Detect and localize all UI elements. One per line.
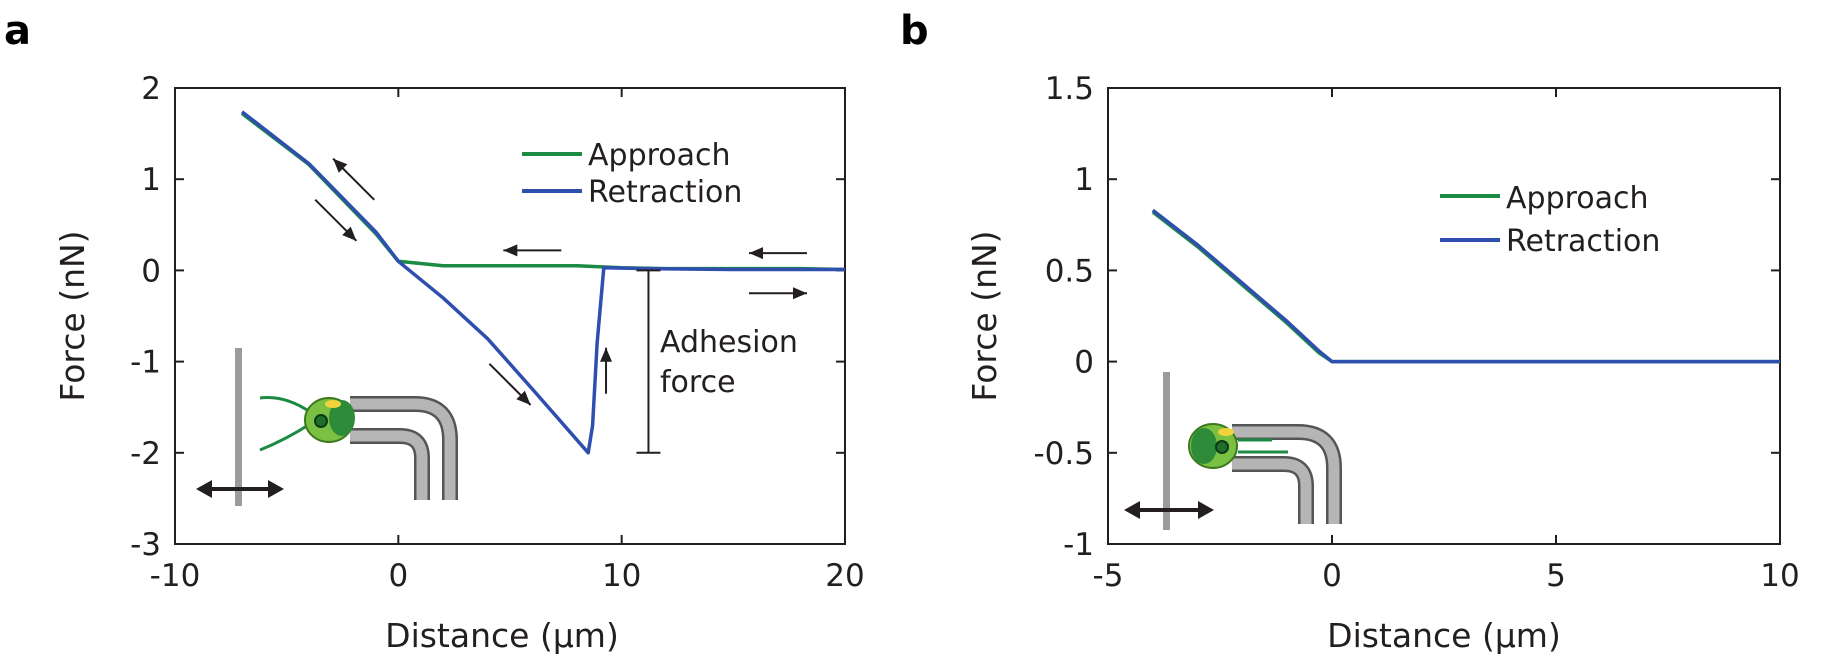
- y-axis-label-a: Force (nN): [53, 230, 92, 401]
- plot-frame-b: [1107, 87, 1781, 545]
- legend-label-retraction-a: Retraction: [588, 175, 742, 210]
- x-tick-label-b: -5: [1093, 558, 1124, 594]
- direction-arrow-head: [503, 244, 518, 257]
- double-arrow-icon-b: [1124, 501, 1214, 519]
- direction-arrow-head: [793, 287, 807, 300]
- x-tick-label-b: 0: [1322, 558, 1342, 594]
- panel-label-a: a: [4, 8, 31, 54]
- inset-diagram-b: [1124, 372, 1342, 530]
- x-tick-label-b: 10: [1760, 558, 1799, 594]
- x-axis-label-a: Distance (µm): [385, 616, 619, 655]
- green-cell-icon-b: [1188, 423, 1288, 469]
- chart-panel-b: -5 0 5 10 -1 -0.5 0 0.5 1 1.5 Approach Retraction: [965, 71, 1800, 655]
- direction-arrow-head: [342, 226, 357, 241]
- y-tick-label-a: -3: [130, 527, 161, 563]
- direction-arrow-head: [333, 158, 348, 173]
- x-tick-label-a: 20: [825, 558, 864, 594]
- y-tick-label-b: -0.5: [1034, 436, 1095, 472]
- surface-bar-icon: [235, 348, 242, 506]
- legend-a: Approach Retraction: [522, 138, 742, 210]
- y-tick-label-b: 0: [1074, 345, 1094, 381]
- series-line-retraction-a: [240, 110, 845, 455]
- double-arrow-icon: [196, 480, 284, 498]
- adhesion-bracket: [636, 269, 661, 454]
- y-tick-label-b: -1: [1063, 527, 1094, 563]
- x-tick-label-b: 5: [1546, 558, 1566, 594]
- direction-arrow-head: [516, 390, 531, 405]
- annotation-adhesion-line-1: Adhesion: [660, 325, 798, 360]
- y-tick-label-b: 1: [1074, 162, 1094, 198]
- surface-bar-icon-b: [1163, 372, 1170, 530]
- y-tick-label-b: 0.5: [1045, 253, 1094, 289]
- x-tick-label-a: 10: [602, 558, 641, 594]
- inset-diagram-a: [196, 348, 458, 506]
- series-line-retraction-b: [1151, 208, 1780, 364]
- y-axis-label-b: Force (nN): [965, 230, 1004, 401]
- direction-arrow-head: [600, 347, 613, 362]
- x-axis-label-b: Distance (µm): [1327, 616, 1561, 655]
- y-tick-label-a: -1: [130, 345, 161, 381]
- y-tick-label-a: 2: [141, 71, 161, 107]
- legend-label-approach-b: Approach: [1506, 181, 1649, 216]
- y-tick-label-a: 0: [141, 253, 161, 289]
- x-tick-label-a: -10: [150, 558, 201, 594]
- micropipette-icon-b: [1232, 424, 1342, 524]
- legend-label-approach-a: Approach: [588, 138, 731, 173]
- legend-b: Approach Retraction: [1440, 181, 1660, 259]
- x-tick-label-a: 0: [388, 558, 408, 594]
- legend-label-retraction-b: Retraction: [1506, 224, 1660, 259]
- direction-arrow-head: [749, 247, 763, 260]
- green-cell-icon: [259, 396, 355, 452]
- micropipette-icon: [350, 396, 458, 500]
- y-tick-label-b: 1.5: [1045, 71, 1094, 107]
- y-tick-label-a: 1: [141, 162, 161, 198]
- plot-frame-a: [174, 87, 846, 545]
- y-tick-label-a: -2: [130, 436, 161, 472]
- panel-label-b: b: [900, 8, 929, 54]
- annotation-adhesion-line-2: force: [660, 365, 736, 400]
